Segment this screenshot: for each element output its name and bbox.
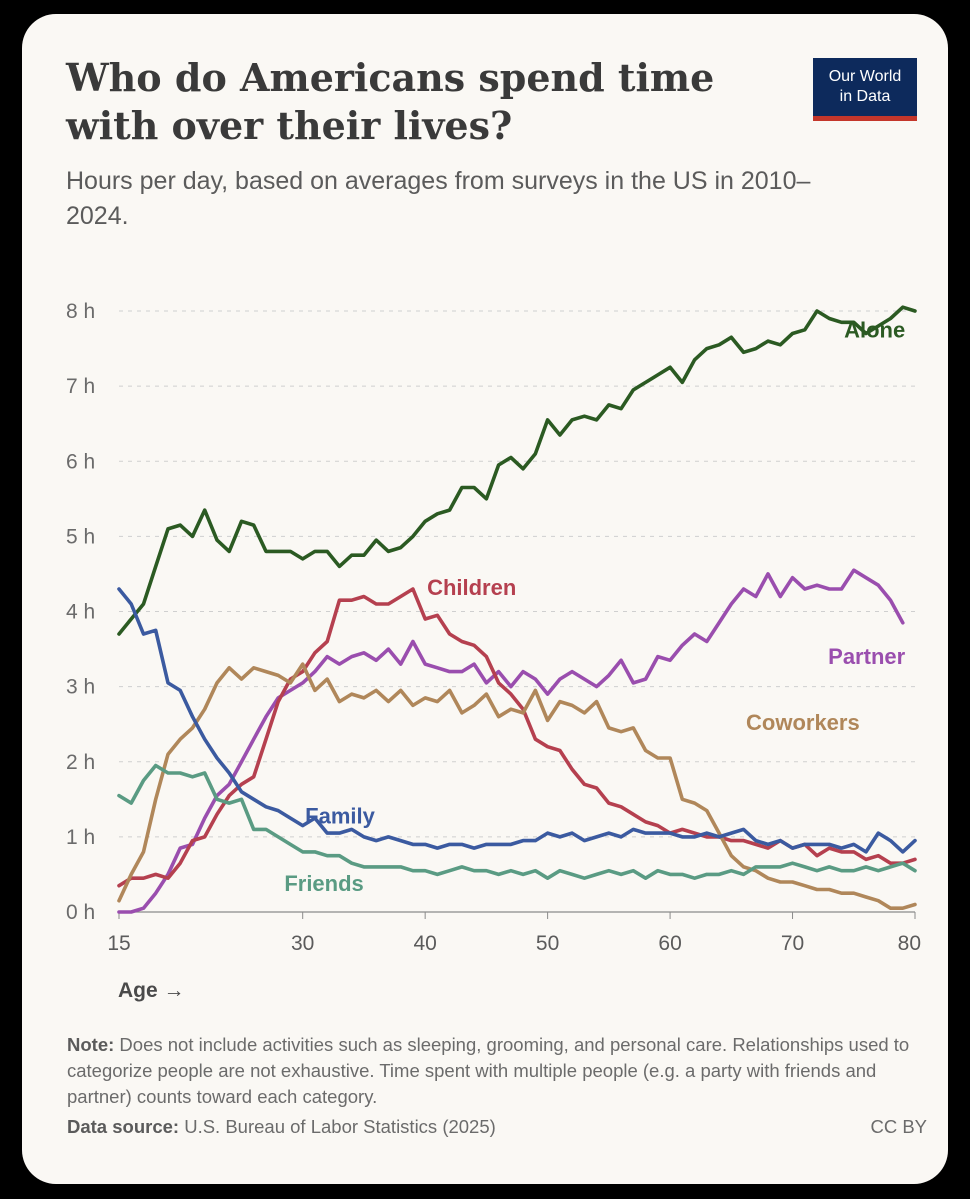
chart-footer: Note: Does not include activities such a… <box>67 1032 927 1140</box>
source-label: Data source: <box>67 1116 180 1137</box>
series-label-alone: Alone <box>844 317 905 342</box>
y-tick-label: 3 h <box>66 676 95 699</box>
our-world-in-data-logo[interactable]: Our World in Data <box>813 58 917 121</box>
chart-subtitle: Hours per day, based on averages from su… <box>66 167 811 230</box>
x-tick-label: 30 <box>291 932 314 955</box>
note-text: Does not include activities such as slee… <box>67 1034 910 1107</box>
note-label: Note: <box>67 1034 115 1055</box>
source-text: U.S. Bureau of Labor Statistics (2025) <box>179 1116 496 1137</box>
note: Note: Does not include activities such a… <box>67 1032 927 1110</box>
series-label-friends: Friends <box>284 871 363 896</box>
x-tick-label: 15 <box>107 932 130 955</box>
series-label-partner: Partner <box>828 644 905 669</box>
y-tick-label: 7 h <box>66 375 95 398</box>
y-tick-label: 2 h <box>66 751 95 774</box>
chart-title: Who do Americans spend time with over th… <box>66 55 715 148</box>
logo-line-2: in Data <box>839 88 891 105</box>
series-line-alone <box>117 305 917 636</box>
y-tick-label: 1 h <box>66 826 95 849</box>
x-tick-label: 40 <box>413 932 436 955</box>
x-tick-label: 80 <box>898 932 921 955</box>
logo-line-1: Our World <box>828 68 902 85</box>
x-axis-title: Age → <box>118 979 185 1002</box>
y-tick-label: 0 h <box>66 901 95 924</box>
license-link[interactable]: CC BY <box>870 1116 927 1137</box>
y-tick-label: 8 h <box>66 300 95 323</box>
chart-card: Who do Americans spend time with over th… <box>22 14 948 1184</box>
series-line-friends <box>117 763 917 880</box>
series-label-children: Children <box>427 575 516 600</box>
series-line-family <box>117 587 917 854</box>
x-tick-label: 60 <box>658 932 681 955</box>
series-label-coworkers: Coworkers <box>746 710 860 735</box>
line-chart: 0 h 1 h 2 h 3 h 4 h 5 h 6 h 7 h 8 h 15 30 40 50 60 70 8… <box>66 300 921 1002</box>
x-tick-label: 50 <box>536 932 559 955</box>
y-tick-label: 6 h <box>66 450 95 473</box>
y-tick-label: 4 h <box>66 601 95 624</box>
series-label-family: Family <box>305 803 375 828</box>
y-tick-label: 5 h <box>66 525 95 548</box>
series-line-partner <box>117 568 905 914</box>
x-tick-label: 70 <box>781 932 804 955</box>
series-line-coworkers <box>117 662 917 910</box>
source-line: Data source: U.S. Bureau of Labor Statis… <box>67 1114 927 1140</box>
